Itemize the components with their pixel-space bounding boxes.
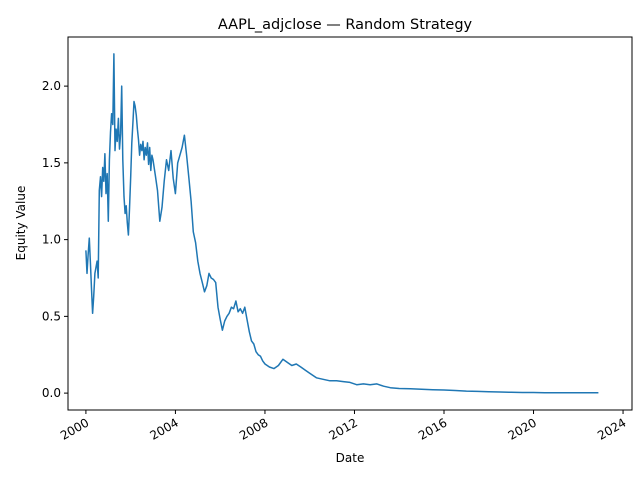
- equity-series-line: [85, 53, 599, 394]
- x-tick-label: 2004: [147, 415, 180, 442]
- y-tick-label: 1.5: [42, 156, 61, 170]
- plot-area-frame: [67, 36, 633, 411]
- x-tick-label: 2008: [237, 415, 270, 442]
- x-tick-label: 2016: [416, 415, 449, 442]
- series-layer: [85, 53, 599, 394]
- x-tick-label: 2020: [506, 415, 539, 442]
- x-tick-label: 2024: [595, 415, 628, 442]
- y-tick-label: 1.0: [42, 233, 61, 247]
- x-tick-label: 2012: [327, 415, 360, 442]
- y-tick-label: 0.5: [42, 309, 61, 323]
- chart-title: AAPL_adjclose — Random Strategy: [218, 17, 473, 33]
- x-tick-label: 2000: [58, 415, 91, 442]
- x-axis-title: Date: [336, 451, 365, 465]
- y-axis-title: Equity Value: [14, 186, 28, 261]
- y-tick-label: 2.0: [42, 79, 61, 93]
- x-axis: 2000 2004 2008 2012 2016 2020 2024: [58, 410, 629, 443]
- y-tick-label: 0.0: [42, 386, 61, 400]
- y-axis: 0.0 0.5 1.0 1.5 2.0: [42, 79, 68, 400]
